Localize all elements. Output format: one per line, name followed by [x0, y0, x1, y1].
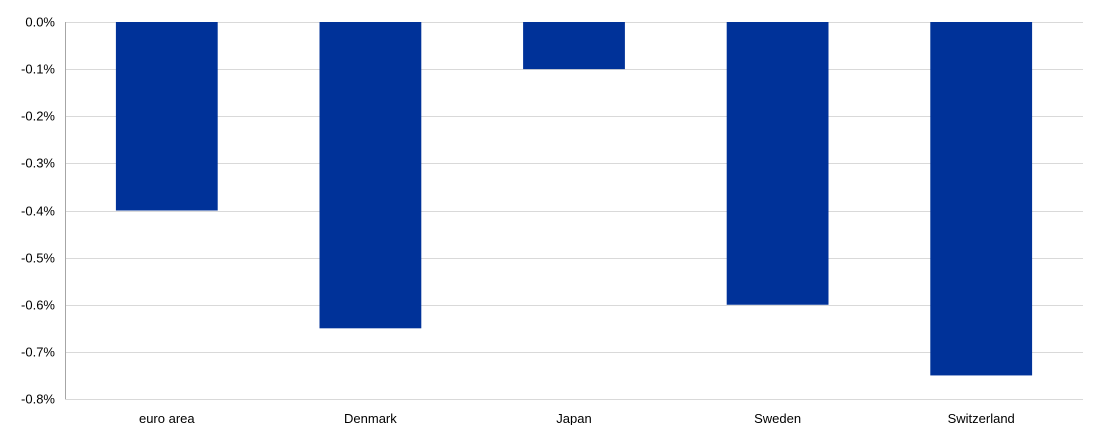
x-category-label: Japan [556, 411, 591, 425]
y-tick-label: -0.2% [21, 109, 55, 124]
x-category-label: euro area [139, 411, 195, 425]
bar-sweden [727, 22, 829, 305]
y-tick-label: -0.1% [21, 62, 55, 77]
y-tick-label: -0.5% [21, 251, 55, 266]
y-tick-label: -0.7% [21, 345, 55, 360]
bar-euro-area [116, 22, 218, 211]
bar-denmark [320, 22, 422, 328]
y-tick-label: -0.4% [21, 204, 55, 219]
y-tick-label: -0.8% [21, 392, 55, 407]
bar-japan [523, 22, 625, 69]
y-tick-label: -0.6% [21, 298, 55, 313]
y-tick-label: 0.0% [25, 15, 55, 30]
x-category-label: Switzerland [948, 411, 1015, 425]
y-tick-label: -0.3% [21, 156, 55, 171]
bar-switzerland [930, 22, 1032, 375]
x-category-label: Denmark [344, 411, 397, 425]
x-axis-category-labels: euro area Denmark Japan Sweden Switzerland [139, 411, 1015, 425]
x-category-label: Sweden [754, 411, 801, 425]
bars [116, 22, 1032, 375]
y-axis-tick-labels: 0.0% -0.1% -0.2% -0.3% -0.4% -0.5% -0.6% -0.7% -… [21, 15, 55, 407]
